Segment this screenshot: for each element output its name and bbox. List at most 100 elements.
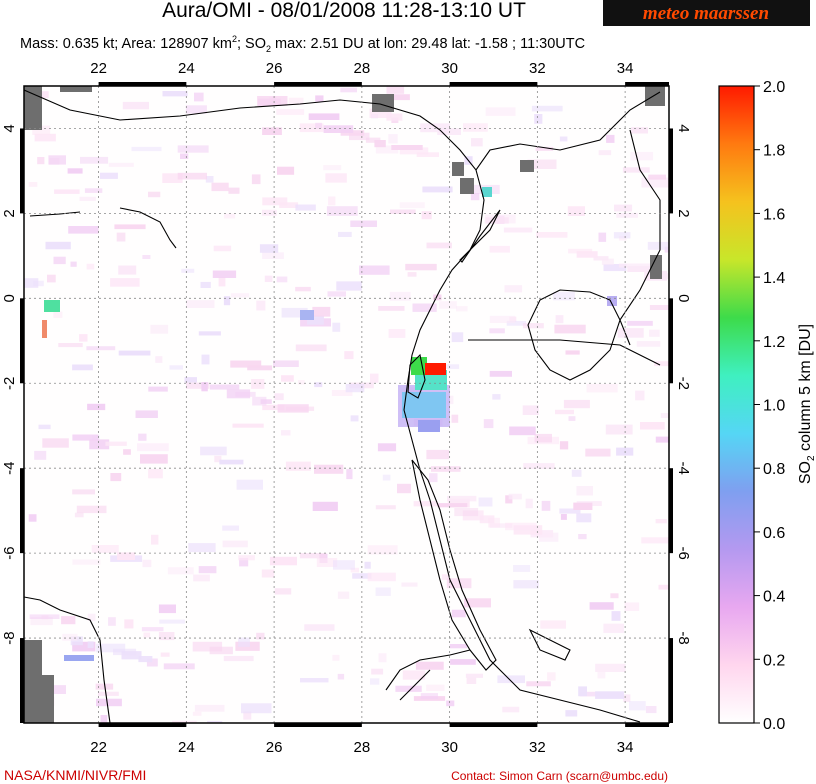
lon-tick-label-top: 34 [617, 60, 634, 77]
so2-noise-cell [614, 204, 633, 212]
subtitle-mass-sup: 2 [232, 34, 237, 44]
so2-feature-west-red [42, 320, 47, 338]
so2-noise-cell [76, 505, 107, 514]
so2-noise-layer [24, 86, 669, 723]
so2-noise-cell [640, 422, 665, 430]
so2-noise-cell [295, 204, 316, 211]
so2-noise-cell [388, 94, 410, 101]
so2-noise-cell [87, 641, 94, 648]
so2-noise-cell [636, 341, 661, 347]
lat-tick-label-right: -4 [675, 462, 692, 475]
lat-tick-label-left: 0 [1, 294, 18, 302]
so2-noise-cell [565, 350, 580, 355]
so2-noise-cell [316, 558, 338, 567]
so2-noise-cell [79, 334, 88, 342]
so2-noise-cell [568, 416, 576, 421]
so2-noise-cell [377, 443, 397, 452]
so2-noise-cell [568, 248, 593, 254]
so2-noise-cell [364, 561, 371, 569]
so2-noise-cell [513, 580, 539, 589]
colorbar-tick-label: 0.2 [763, 652, 785, 669]
so2-noise-cell [49, 685, 66, 694]
so2-noise-cell [58, 343, 83, 348]
so2-noise-cell [456, 306, 468, 312]
so2-noise-cell [332, 322, 341, 332]
so2-noise-cell [117, 552, 135, 560]
so2-noise-cell [238, 555, 255, 561]
so2-noise-cell [375, 587, 391, 596]
so2-noise-cell [378, 653, 387, 663]
so2-noise-cell [559, 441, 569, 450]
so2-noise-cell [159, 619, 185, 624]
frame-bar-top [98, 82, 187, 86]
so2-noise-cell [337, 591, 350, 599]
so2-noise-cell [247, 365, 273, 371]
so2-noise-cell [325, 173, 347, 183]
frame-bar-left [20, 298, 24, 384]
colorbar-tick-label: 0.0 [763, 716, 785, 733]
lon-tick-label-bottom: 30 [441, 739, 458, 756]
so2-noise-cell [194, 704, 225, 712]
so2-noise-cell [141, 627, 164, 632]
so2-noise-cell [484, 214, 516, 224]
so2-noise-cell [589, 602, 614, 610]
so2-noise-cell [28, 514, 37, 522]
so2-noise-cell [586, 384, 618, 393]
plume-cyan [402, 392, 446, 418]
so2-noise-cell [450, 659, 476, 665]
footer-credits: NASA/KNMI/NIVR/FMI [4, 767, 146, 783]
so2-noise-cell [205, 176, 214, 183]
so2-noise-cell [118, 265, 137, 275]
so2-feature-north [482, 187, 492, 197]
so2-noise-cell [198, 566, 217, 574]
so2-noise-cell [413, 501, 438, 507]
frame-bar-bottom [449, 723, 538, 727]
so2-noise-cell [276, 276, 288, 283]
so2-noise-cell [585, 448, 611, 457]
so2-noise-cell [655, 436, 669, 443]
so2-noise-cell [559, 136, 568, 142]
so2-noise-cell [388, 329, 406, 338]
so2-noise-cell [251, 379, 265, 389]
so2-noise-cell [53, 256, 66, 265]
colorbar-tick-label: 0.6 [763, 525, 785, 542]
so2-noise-cell [323, 125, 354, 133]
so2-noise-cell [567, 206, 585, 216]
so2-noise-cell [105, 441, 127, 446]
frame-bar-right [669, 468, 673, 554]
so2-noise-cell [222, 525, 239, 531]
so2-noise-cell [437, 503, 468, 508]
so2-noise-cell [108, 162, 134, 167]
so2-noise-cell [315, 122, 322, 129]
so2-noise-cell [367, 545, 398, 555]
so2-noise-cell [53, 311, 63, 318]
so2-noise-cell [300, 678, 329, 683]
so2-noise-cell [239, 557, 249, 567]
colorbar-title-main: SO [797, 461, 814, 484]
so2-noise-cell [214, 455, 222, 463]
colorbar-tick-label: 1.8 [763, 143, 785, 160]
lat-tick-label-right: -2 [675, 377, 692, 390]
so2-noise-cell [374, 140, 386, 148]
lat-tick-label-left: -8 [1, 631, 18, 644]
so2-noise-cell [388, 134, 398, 144]
so2-noise-cell [420, 693, 438, 699]
so2-noise-cell [33, 280, 44, 287]
map-title: Aura/OMI - 08/01/2008 11:28-13:10 UT [162, 0, 526, 22]
subtitle-so2-prefix: ; SO [237, 36, 266, 52]
so2-noise-cell [68, 226, 99, 234]
colorbar-tick-label: 1.0 [763, 398, 785, 415]
lon-tick-label-top: 32 [529, 60, 546, 77]
so2-noise-cell [505, 522, 537, 531]
so2-noise-cell [606, 134, 615, 143]
so2-noise-cell [527, 159, 557, 169]
so2-noise-cell [526, 681, 551, 687]
colorbar-tick-label: 1.2 [763, 334, 785, 351]
so2-noise-cell [531, 105, 563, 112]
so2-noise-cell [251, 174, 261, 185]
so2-noise-cell [259, 244, 279, 253]
so2-noise-cell [616, 212, 638, 218]
so2-noise-cell [553, 291, 575, 301]
